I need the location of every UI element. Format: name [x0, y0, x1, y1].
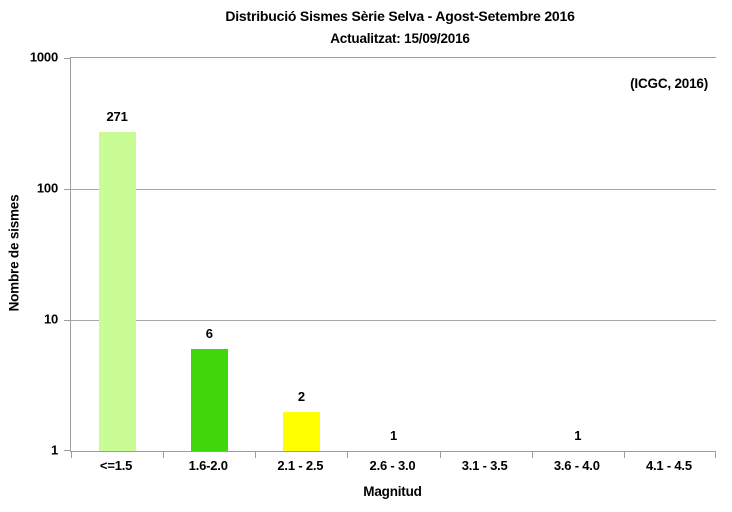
y-tick-mark-10 [64, 320, 71, 321]
bar-value-label: 271 [106, 109, 128, 125]
x-axis-title: Magnitud [363, 484, 422, 499]
gridline-10 [71, 320, 716, 321]
x-tick-mark [715, 452, 716, 458]
x-tick-label: 2.1 - 2.5 [277, 458, 324, 473]
bar-value-label: 6 [205, 326, 213, 342]
x-tick-label: 2.6 - 3.0 [369, 458, 416, 473]
x-tick-label: <=1.5 [99, 458, 133, 473]
bar-value-label: 1 [389, 428, 398, 443]
chart-title: Distribució Sismes Sèrie Selva - Agost-S… [225, 8, 575, 24]
x-axis-tick-labels: <=1.5 1.6-2.0 2.1 - 2.5 2.6 - 3.0 3.1 - 3.5 3… [70, 458, 715, 474]
y-tick-label: 10 [43, 311, 58, 327]
y-tick-label: 1 [50, 442, 58, 458]
bar-value-label: 2 [297, 388, 305, 404]
x-tick-mark [623, 452, 625, 458]
source-annotation: (ICGC, 2016) [630, 76, 708, 91]
y-tick-mark-1 [64, 450, 71, 451]
bar-1.6-2.0 [190, 349, 228, 451]
y-tick-mark-1000 [64, 58, 71, 59]
y-axis-tick-labels: 1 10 100 1000 [0, 50, 58, 458]
x-tick-label: 3.1 - 3.5 [461, 458, 508, 473]
x-tick-mark [71, 452, 72, 458]
x-tick-label: 3.6 - 4.0 [553, 458, 600, 473]
x-tick-mark [439, 452, 441, 458]
x-tick-mark [347, 452, 349, 458]
y-tick-mark-100 [64, 189, 71, 190]
x-tick-mark [163, 452, 165, 458]
x-tick-label: 1.6-2.0 [188, 458, 228, 473]
y-tick-label: 1000 [29, 49, 58, 65]
bar-value-label: 1 [574, 428, 582, 443]
chart-subtitle: Actualitzat: 15/09/2016 [330, 31, 470, 46]
bar-2.1 - 2.5 [282, 411, 320, 451]
x-tick-mark [255, 452, 257, 458]
bar-<=1.5 [98, 132, 136, 451]
y-tick-label: 100 [36, 180, 58, 196]
gridline-100 [71, 189, 716, 190]
x-tick-mark [531, 452, 533, 458]
x-tick-label: 4.1 - 4.5 [645, 458, 692, 473]
plot-area: 271 6 2 1 1 [64, 57, 716, 458]
